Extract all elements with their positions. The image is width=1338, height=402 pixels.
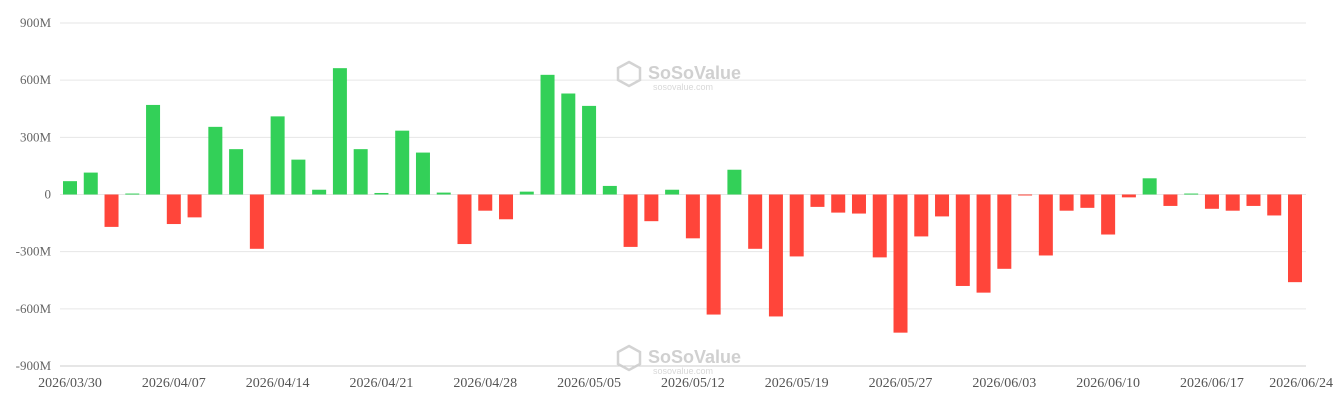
- x-tick-label: 2026/04/28: [453, 376, 517, 391]
- bar[interactable]: [644, 194, 659, 222]
- watermark-brand-text: SoSoValue: [648, 347, 741, 367]
- watermark-logo-icon: [616, 60, 642, 88]
- bar[interactable]: [1204, 194, 1219, 209]
- bar[interactable]: [291, 159, 306, 195]
- bar[interactable]: [561, 93, 576, 195]
- bar[interactable]: [1288, 194, 1302, 283]
- bar[interactable]: [229, 149, 244, 195]
- x-tick-label: 2026/05/12: [661, 376, 725, 391]
- bar[interactable]: [1121, 194, 1136, 198]
- bar[interactable]: [478, 194, 493, 211]
- x-tick-label: 2026/04/14: [246, 376, 310, 391]
- bar[interactable]: [955, 194, 970, 286]
- bar[interactable]: [1267, 194, 1282, 216]
- bar[interactable]: [270, 116, 285, 195]
- bar[interactable]: [353, 149, 368, 195]
- bar[interactable]: [872, 194, 887, 258]
- bar[interactable]: [1080, 194, 1095, 208]
- watermarks: SoSoValue sosovalue.com SoSoValue sosova…: [616, 60, 741, 376]
- bar[interactable]: [706, 194, 721, 315]
- watermark-site-text: sosovalue.com: [653, 82, 713, 92]
- bars: [63, 68, 1302, 333]
- bar[interactable]: [1101, 194, 1116, 235]
- bar[interactable]: [623, 194, 638, 247]
- bar[interactable]: [332, 68, 347, 195]
- bar[interactable]: [540, 74, 555, 195]
- y-tick-label: 300M: [20, 129, 52, 144]
- bar[interactable]: [810, 194, 825, 207]
- bar[interactable]: [83, 172, 98, 195]
- bar[interactable]: [789, 194, 804, 257]
- bar[interactable]: [1142, 178, 1157, 195]
- bar[interactable]: [1038, 194, 1053, 256]
- bar[interactable]: [582, 105, 597, 195]
- bar[interactable]: [166, 194, 181, 225]
- bar[interactable]: [602, 185, 617, 195]
- watermark-bottom: SoSoValue sosovalue.com: [616, 344, 741, 376]
- bar[interactable]: [831, 194, 846, 213]
- x-tick-label: 2026/04/21: [350, 376, 414, 391]
- bar[interactable]: [395, 130, 410, 195]
- x-tick-label: 2026/06/24: [1269, 376, 1333, 391]
- bar[interactable]: [415, 152, 430, 195]
- bar[interactable]: [851, 194, 866, 214]
- x-tick-label: 2026/04/07: [142, 376, 206, 391]
- bar[interactable]: [893, 194, 908, 333]
- bar[interactable]: [312, 189, 327, 195]
- bar[interactable]: [1163, 194, 1178, 206]
- x-tick-label: 2026/06/10: [1076, 376, 1140, 391]
- bar[interactable]: [976, 194, 991, 293]
- bar[interactable]: [249, 194, 264, 249]
- x-tick-label: 2026/06/03: [972, 376, 1036, 391]
- bar[interactable]: [125, 193, 140, 195]
- watermark-top: SoSoValue sosovalue.com: [616, 60, 741, 92]
- bar[interactable]: [1184, 193, 1199, 195]
- bar[interactable]: [436, 192, 451, 195]
- bar[interactable]: [104, 194, 119, 227]
- watermark-brand-text: SoSoValue: [648, 63, 741, 83]
- bar[interactable]: [768, 194, 783, 317]
- bar[interactable]: [208, 126, 223, 195]
- bar[interactable]: [1225, 194, 1240, 211]
- y-tick-label: -600M: [16, 301, 52, 316]
- watermark-logo-icon: [616, 344, 642, 372]
- bar[interactable]: [997, 194, 1012, 269]
- bar[interactable]: [187, 194, 202, 218]
- y-tick-label: -300M: [16, 244, 52, 259]
- bar[interactable]: [63, 181, 77, 195]
- bar[interactable]: [146, 104, 161, 195]
- y-tick-label: 0: [45, 187, 52, 202]
- y-tick-label: -900M: [16, 358, 52, 373]
- bar[interactable]: [914, 194, 929, 237]
- bar[interactable]: [665, 189, 680, 195]
- bar[interactable]: [519, 191, 534, 195]
- bar[interactable]: [727, 169, 742, 195]
- bar[interactable]: [374, 192, 389, 195]
- x-tick-label: 2026/06/17: [1180, 376, 1244, 391]
- y-axis-tick-labels: 900M 600M 300M 0 -300M -600M -900M: [16, 15, 52, 373]
- x-tick-label: 2026/05/05: [557, 376, 621, 391]
- bar[interactable]: [1018, 194, 1033, 196]
- x-tick-label: 2026/05/27: [869, 376, 933, 391]
- bar[interactable]: [499, 194, 514, 220]
- bar[interactable]: [748, 194, 763, 249]
- x-tick-label: 2026/05/19: [765, 376, 829, 391]
- y-tick-label: 900M: [20, 15, 52, 30]
- bar[interactable]: [935, 194, 950, 217]
- x-tick-label: 2026/03/30: [38, 376, 102, 391]
- y-tick-label: 600M: [20, 72, 52, 87]
- bar[interactable]: [457, 194, 472, 245]
- x-axis-tick-labels: 2026/03/30 2026/04/07 2026/04/14 2026/04/21…: [38, 376, 1333, 391]
- bar[interactable]: [1059, 194, 1074, 211]
- watermark-site-text: sosovalue.com: [653, 366, 713, 376]
- bar[interactable]: [1246, 194, 1261, 206]
- bar[interactable]: [685, 194, 700, 239]
